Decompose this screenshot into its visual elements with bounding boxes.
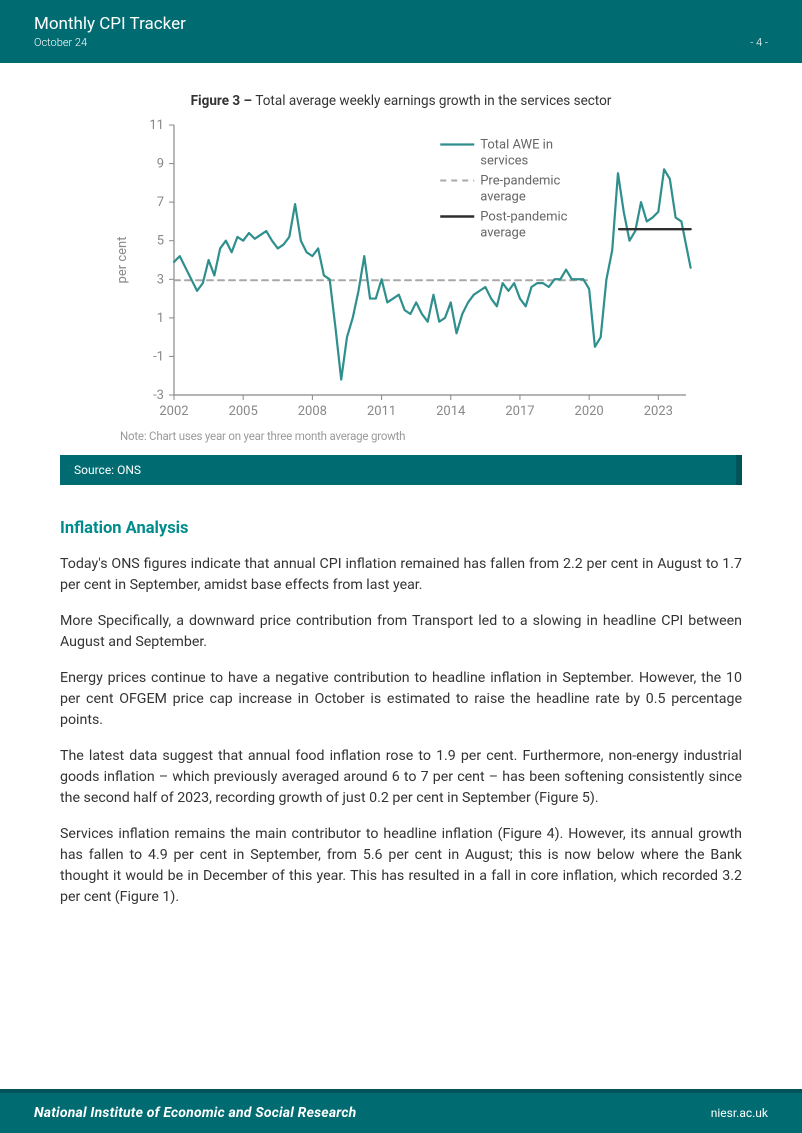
page-content: Figure 3 – Total average weekly earnings… xyxy=(0,63,802,1089)
svg-text:Pre-pandemic: Pre-pandemic xyxy=(480,174,560,189)
svg-text:2023: 2023 xyxy=(644,404,673,419)
body-text: Today's ONS figures indicate that annual… xyxy=(60,554,742,923)
svg-text:2005: 2005 xyxy=(229,404,258,419)
svg-text:5: 5 xyxy=(157,234,164,249)
svg-text:Post-pandemic: Post-pandemic xyxy=(480,210,567,225)
svg-text:-1: -1 xyxy=(153,349,164,364)
svg-text:average: average xyxy=(480,190,526,205)
doc-title: Monthly CPI Tracker xyxy=(34,14,186,34)
svg-text:3: 3 xyxy=(157,272,164,287)
line-chart: -3 -1 1 3 5 7 9 11 2002 2005 2008 2011 2014 2017 2020 2… xyxy=(106,117,696,427)
figure-label: Figure 3 – xyxy=(191,93,256,109)
body-paragraph: Energy prices continue to have a negativ… xyxy=(60,668,742,731)
footer-org: National Institute of Economic and Socia… xyxy=(34,1105,356,1121)
body-paragraph: The latest data suggest that annual food… xyxy=(60,746,742,809)
footer-url: niesr.ac.uk xyxy=(711,1106,768,1120)
figure-caption-text: Total average weekly earnings growth in … xyxy=(255,93,611,109)
svg-text:2008: 2008 xyxy=(298,404,327,419)
svg-text:2020: 2020 xyxy=(575,404,604,419)
page-footer: National Institute of Economic and Socia… xyxy=(0,1089,802,1133)
svg-text:11: 11 xyxy=(149,118,164,133)
page-header: Monthly CPI Tracker October 24 - 4 - xyxy=(0,0,802,63)
header-left: Monthly CPI Tracker October 24 xyxy=(34,14,186,49)
svg-text:Total AWE in: Total AWE in xyxy=(480,138,553,153)
svg-text:2011: 2011 xyxy=(367,404,396,419)
svg-text:services: services xyxy=(480,154,528,169)
svg-text:per cent: per cent xyxy=(115,237,130,284)
doc-date: October 24 xyxy=(34,36,186,49)
body-paragraph: Services inflation remains the main cont… xyxy=(60,824,742,908)
svg-text:-3: -3 xyxy=(153,388,164,403)
svg-text:2002: 2002 xyxy=(159,404,188,419)
svg-text:2017: 2017 xyxy=(505,404,534,419)
svg-text:1: 1 xyxy=(157,311,164,326)
svg-text:9: 9 xyxy=(157,157,164,172)
svg-text:2014: 2014 xyxy=(436,404,466,419)
svg-text:average: average xyxy=(480,226,526,241)
section-title: Inflation Analysis xyxy=(60,519,742,538)
source-bar: Source: ONS xyxy=(60,455,742,485)
chart-container: -3 -1 1 3 5 7 9 11 2002 2005 2008 2011 2014 2017 2020 2… xyxy=(60,117,742,427)
page-number: - 4 - xyxy=(750,36,768,49)
body-paragraph: More Specifically, a downward price cont… xyxy=(60,611,742,653)
figure-caption: Figure 3 – Total average weekly earnings… xyxy=(60,93,742,109)
body-paragraph: Today's ONS figures indicate that annual… xyxy=(60,554,742,596)
chart-note: Note: Chart uses year on year three mont… xyxy=(120,429,742,443)
svg-text:7: 7 xyxy=(157,195,164,210)
